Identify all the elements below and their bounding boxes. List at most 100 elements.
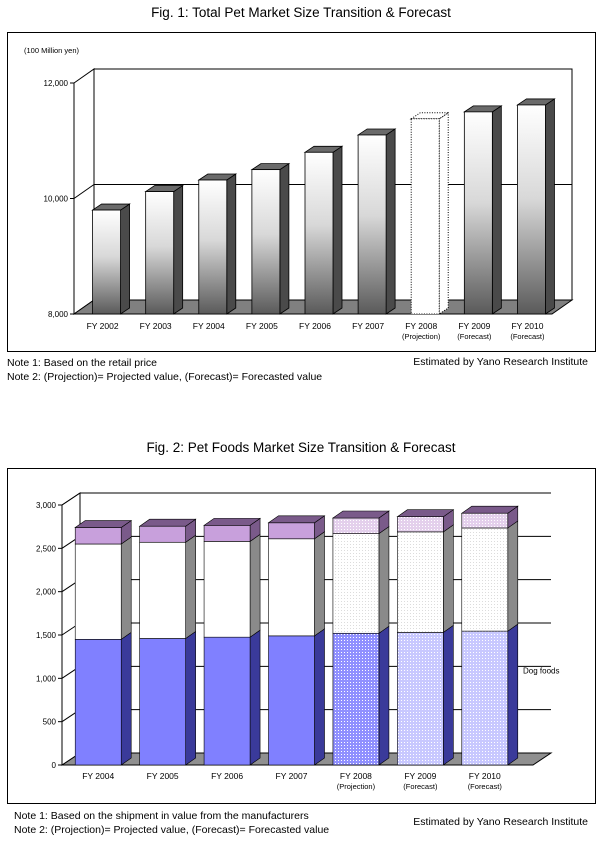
fig1-y-tick-label: 8,000 bbox=[48, 310, 69, 319]
fig2-bar-segment-side bbox=[378, 625, 390, 766]
fig2-bar-stack bbox=[396, 509, 455, 766]
fig2-bar-segment-face bbox=[203, 525, 251, 542]
fig2-bar-segment-side bbox=[378, 526, 390, 634]
fig1-note-1: Note 1: Based on the retail price bbox=[7, 357, 158, 369]
fig1-bar bbox=[356, 128, 397, 315]
fig2-bar-segment-face bbox=[74, 527, 122, 545]
fig2-bar-stack bbox=[138, 518, 197, 766]
fig1-bar bbox=[303, 145, 344, 315]
fig2-y-tick-label: 1,000 bbox=[36, 674, 57, 683]
fig2-bar-segment bbox=[397, 524, 454, 633]
fig1-x-tick-label: FY 2004 bbox=[193, 321, 225, 331]
fig2-note-1: Note 1: Based on the shipment in value f… bbox=[14, 810, 309, 822]
fig1-note-2: Note 2: (Projection)= Projected value, (… bbox=[7, 371, 323, 383]
fig2-y-tick-label: 0 bbox=[52, 761, 57, 770]
fig1-x-tick-label: FY 2006 bbox=[299, 321, 331, 331]
fig1-bar-side bbox=[385, 128, 396, 315]
fig1-bar bbox=[91, 203, 131, 315]
fig2-x-tick-label: FY 2005 bbox=[147, 771, 179, 781]
fig2-bar-top bbox=[138, 518, 197, 527]
fig2-x-tick-label: FY 2004 bbox=[82, 771, 114, 781]
fig2-bar-segment-face bbox=[139, 541, 186, 639]
fig1-x-tick-label: (Forecast) bbox=[510, 332, 545, 341]
fig2-y-tick-label: 1,500 bbox=[36, 631, 57, 640]
fig1-bar-side bbox=[120, 203, 130, 315]
fig1-bar-top bbox=[409, 112, 450, 120]
fig2-chart: 0 500 1,000 1,500 2,000 2,500 3,000 FY 2004 FY 2… bbox=[36, 492, 559, 791]
fig2-y-tick-label: 500 bbox=[43, 718, 57, 727]
fig2-gridline-side bbox=[61, 492, 81, 506]
fig2-bar-segment-face bbox=[461, 527, 509, 632]
fig2-bar-top bbox=[267, 515, 326, 524]
fig1-unit-label: (100 Million yen) bbox=[24, 46, 80, 55]
fig2-title: Fig. 2: Pet Foods Market Size Transition… bbox=[146, 440, 456, 455]
fig1-bar bbox=[463, 105, 503, 315]
fig1-y-tick-label: 12,000 bbox=[44, 79, 69, 88]
fig2-bar-segment-face bbox=[203, 636, 251, 766]
fig2-bar-segment-side bbox=[120, 536, 132, 640]
fig1-x-tick-label: (Forecast) bbox=[457, 332, 492, 341]
fig2-credit: Estimated by Yano Research Institute bbox=[413, 816, 588, 828]
fig2-bar-segment-side bbox=[185, 630, 196, 766]
fig2-bar-segment-side bbox=[507, 520, 519, 632]
fig1-bar-face bbox=[251, 169, 281, 315]
fig1-x-tick-label: FY 2003 bbox=[140, 321, 172, 331]
fig1-bar bbox=[144, 184, 184, 315]
fig2-bar-segment-face bbox=[139, 525, 186, 543]
fig1-bar bbox=[409, 111, 450, 315]
fig1-bar-face bbox=[145, 191, 175, 315]
fig1-bar-side bbox=[491, 105, 502, 315]
fig2-bar-segment bbox=[267, 515, 326, 540]
fig2-bar-segment bbox=[203, 517, 262, 542]
fig2-bar-segment-side bbox=[249, 533, 261, 638]
fig2-bar-segment bbox=[397, 624, 454, 766]
fig2-bar-segment bbox=[332, 625, 390, 766]
fig1-y-tick-label: 10,000 bbox=[44, 195, 69, 204]
fig1-x-tick-label: FY 2009 bbox=[458, 321, 490, 331]
fig2-bar-segment-face bbox=[461, 512, 509, 529]
fig2-bar-segment bbox=[139, 534, 196, 640]
fig1-bar-side bbox=[226, 173, 237, 315]
fig2-bar-segment-face bbox=[268, 522, 315, 540]
fig2-bar-segment-side bbox=[443, 524, 454, 633]
fig2-bar-top bbox=[331, 510, 390, 519]
fig2-bar-top bbox=[396, 509, 455, 518]
fig1-bar-side bbox=[173, 184, 184, 315]
fig1-x-tick-label: FY 2005 bbox=[246, 321, 278, 331]
fig2-bar-segment bbox=[139, 630, 196, 766]
fig2-bar-segment-face bbox=[74, 543, 122, 640]
fig2-bar-top bbox=[74, 520, 133, 528]
fig1-bar-face bbox=[357, 134, 387, 315]
fig2-series-label-dog-foods: Dog foods bbox=[523, 666, 559, 675]
fig2-bar-stack bbox=[267, 515, 326, 766]
fig1-title: Fig. 1: Total Pet Market Size Transition… bbox=[151, 5, 451, 20]
fig1-bar-face bbox=[304, 151, 334, 315]
fig2-bar-segment bbox=[74, 631, 132, 766]
fig2-bar-segment bbox=[74, 519, 133, 545]
fig2-x-tick-label: FY 2010 bbox=[469, 771, 501, 781]
fig2-bar-stack bbox=[460, 505, 519, 766]
fig1-x-tick-label: FY 2010 bbox=[511, 321, 543, 331]
fig2-bar-segment bbox=[203, 533, 261, 638]
fig2-bar-segment bbox=[138, 518, 197, 543]
fig1-x-tick-label: FY 2008 bbox=[405, 321, 437, 331]
fig1-frame: 8,000 10,000 12,000 (100 Million yen) FY 200… bbox=[7, 32, 596, 352]
fig2-notes: Note 1: Based on the shipment in value f… bbox=[14, 809, 329, 837]
fig2-y-tick-label: 2,000 bbox=[36, 588, 57, 597]
fig1-bar bbox=[516, 98, 556, 315]
fig2-y-tick-label: 3,000 bbox=[36, 501, 57, 510]
fig2-x-tick-label: FY 2006 bbox=[211, 771, 243, 781]
fig1-x-tick-label: (Projection) bbox=[402, 332, 441, 341]
fig2-bar-segment-face bbox=[332, 533, 380, 634]
fig2-bar-segment bbox=[461, 623, 519, 766]
fig1-bar-side bbox=[279, 162, 290, 315]
fig2-frame: 0 500 1,000 1,500 2,000 2,500 3,000 FY 2004 FY 2… bbox=[7, 468, 596, 804]
fig1-bar-side bbox=[438, 111, 449, 315]
fig1-bar-face bbox=[410, 118, 440, 315]
fig2-bar-segment-side bbox=[314, 531, 325, 637]
fig2-bar-segment-face bbox=[397, 531, 444, 633]
fig1-bar-side bbox=[332, 145, 343, 315]
fig2-bar-segment-face bbox=[332, 632, 380, 766]
fig2-bar-segment bbox=[396, 509, 455, 533]
fig2-x-tick-label: FY 2007 bbox=[276, 771, 308, 781]
